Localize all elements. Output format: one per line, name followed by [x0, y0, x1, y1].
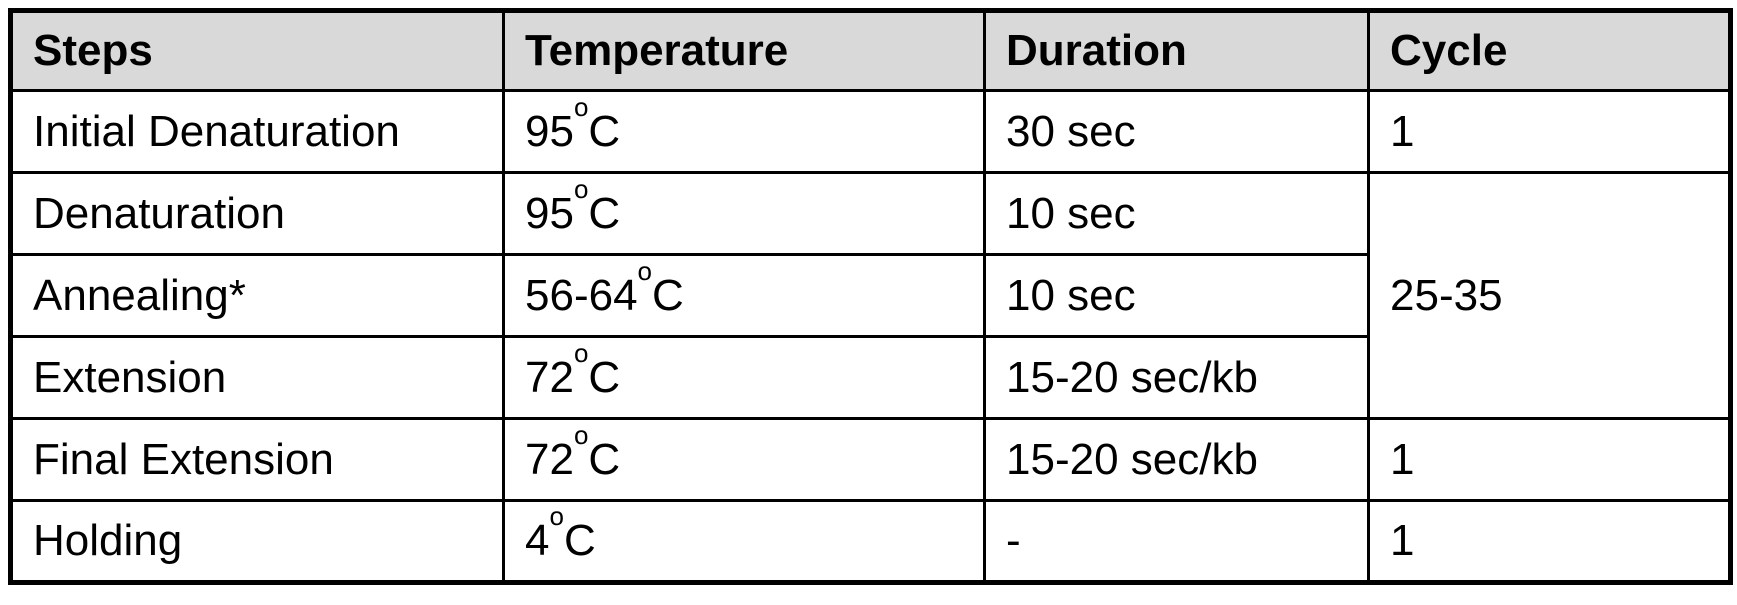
- cell-step: Final Extension: [9, 417, 505, 502]
- cell-cycle: 1: [1367, 499, 1732, 584]
- cell-duration: 30 sec: [983, 89, 1370, 174]
- cell-temperature: 95oC: [502, 89, 986, 174]
- header-temperature: Temperature: [502, 9, 986, 92]
- header-row: Steps Temperature Duration Cycle: [9, 9, 1732, 92]
- cell-cycle-merged: 25-35: [1367, 171, 1732, 420]
- table-body: Initial Denaturation 95oC 30 sec 1 Denat…: [9, 89, 1732, 584]
- temp-value: 4: [525, 516, 550, 565]
- cell-temperature: 72oC: [502, 417, 986, 502]
- temp-unit: C: [588, 106, 621, 156]
- cell-duration: 15-20 sec/kb: [983, 417, 1370, 502]
- temp-unit: C: [588, 434, 621, 484]
- table-header: Steps Temperature Duration Cycle: [9, 9, 1732, 92]
- header-cycle: Cycle: [1367, 9, 1732, 92]
- cell-temperature: 72oC: [502, 335, 986, 420]
- table-row-holding: Holding 4oC - 1: [9, 499, 1732, 584]
- cell-duration: -: [983, 499, 1370, 584]
- degree-superscript: o: [573, 91, 589, 122]
- temp-value: 95: [525, 188, 574, 238]
- table-row-denaturation: Denaturation 95oC 10 sec 25-35: [9, 171, 1732, 420]
- temp-value: 72: [525, 352, 574, 402]
- table-row-initial-denaturation: Initial Denaturation 95oC 30 sec 1: [9, 89, 1732, 174]
- cell-step: Initial Denaturation: [9, 89, 505, 174]
- pcr-protocol-table: Steps Temperature Duration Cycle Initial…: [8, 8, 1733, 585]
- temp-unit: C: [588, 188, 621, 238]
- temp-value: 95: [525, 106, 574, 156]
- table-row-annealing: Annealing* 56-64oC 10 sec: [9, 253, 1731, 338]
- temp-unit: C: [588, 352, 621, 402]
- cell-duration: 10 sec: [983, 253, 1370, 338]
- cell-cycle: 1: [1367, 89, 1732, 174]
- degree-superscript: o: [573, 173, 589, 204]
- cell-duration: 15-20 sec/kb: [983, 335, 1370, 420]
- degree-superscript: o: [637, 255, 653, 286]
- cell-step: Holding: [9, 499, 505, 584]
- header-steps: Steps: [9, 9, 505, 92]
- table-row-extension: Extension 72oC 15-20 sec/kb: [9, 335, 1731, 420]
- cell-temperature: 4oC: [502, 499, 986, 584]
- cell-step: Denaturation: [9, 171, 505, 256]
- temp-value: 56-64: [525, 270, 638, 320]
- temp-unit: C: [563, 516, 596, 565]
- temp-value: 72: [525, 434, 574, 484]
- cell-step: Annealing*: [9, 253, 505, 338]
- degree-superscript: o: [549, 501, 564, 532]
- cell-cycle: 1: [1367, 417, 1732, 502]
- cell-temperature: 95oC: [502, 171, 986, 256]
- table-row-final-extension: Final Extension 72oC 15-20 sec/kb 1: [9, 417, 1732, 502]
- cell-temperature: 56-64oC: [502, 253, 986, 338]
- degree-superscript: o: [573, 337, 589, 368]
- header-duration: Duration: [983, 9, 1370, 92]
- cell-step: Extension: [9, 335, 505, 420]
- cell-duration: 10 sec: [983, 171, 1370, 256]
- temp-unit: C: [652, 270, 684, 320]
- degree-superscript: o: [573, 419, 589, 450]
